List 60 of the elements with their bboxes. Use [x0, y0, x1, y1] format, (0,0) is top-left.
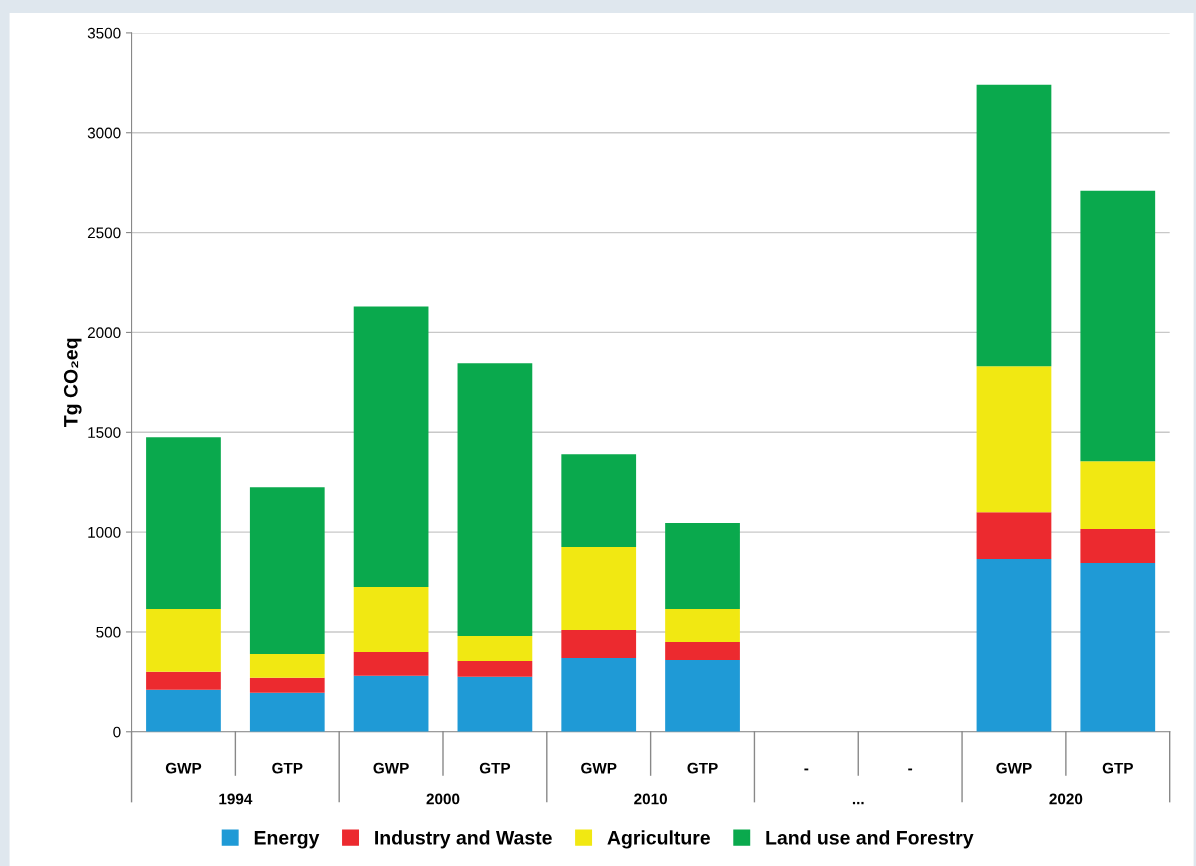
y-tick-label: 1000 — [88, 526, 121, 538]
text: ... — [852, 801, 864, 805]
bar — [665, 523, 740, 609]
bar — [146, 689, 221, 732]
bar — [1080, 529, 1156, 564]
x-tick-label: GWP — [373, 762, 409, 774]
legend-label: Land use and Forestry — [766, 830, 974, 849]
bar — [1080, 563, 1156, 732]
bar — [976, 84, 1052, 367]
bar — [561, 454, 637, 548]
x-tick-label: - — [908, 768, 913, 771]
bar — [249, 487, 325, 654]
legend-label: Energy — [254, 831, 320, 849]
bar — [665, 659, 740, 732]
bar — [665, 641, 740, 660]
x-tick-label: GWP — [581, 762, 617, 774]
legend-label: Agriculture — [607, 830, 710, 849]
y-tick-label: 3000 — [87, 127, 121, 139]
bar — [561, 629, 637, 658]
bar — [353, 675, 429, 732]
y-tick-label: 2500 — [87, 227, 121, 239]
bar — [457, 363, 533, 636]
bar — [1080, 461, 1156, 530]
x-tick-label: GTP — [272, 762, 303, 774]
bar — [249, 677, 325, 693]
y-tick-label: 500 — [96, 626, 121, 638]
legend-label: Industry and Waste — [375, 830, 552, 849]
y-tick-label: 3500 — [87, 27, 121, 39]
y-tick-label: 0 — [113, 726, 121, 738]
bar — [353, 651, 429, 676]
x-tick-label: GWP — [165, 762, 202, 774]
bar — [561, 657, 637, 732]
bar — [976, 366, 1052, 513]
x-tick-label: GTP — [687, 762, 718, 774]
y-tick-label: 2000 — [87, 327, 121, 339]
bar — [457, 660, 533, 677]
bar — [1080, 190, 1156, 462]
text: 2020 — [1049, 793, 1083, 805]
text: 2010 — [634, 793, 667, 805]
bar — [146, 671, 221, 690]
x-tick-label: GWP — [996, 762, 1032, 774]
x-tick-label: - — [804, 768, 809, 771]
bar — [353, 587, 429, 652]
bar — [249, 692, 325, 732]
bar — [249, 653, 325, 678]
bar — [976, 512, 1052, 560]
bar — [146, 437, 221, 609]
bar — [457, 635, 533, 661]
text: 1994 — [219, 793, 253, 805]
text: 2000 — [426, 793, 460, 805]
x-tick-label: GTP — [1102, 762, 1133, 774]
bar — [976, 559, 1052, 732]
y-axis-title: Tg CO₂eq — [63, 338, 82, 427]
bar — [353, 306, 429, 588]
bar — [665, 608, 740, 642]
bar — [561, 547, 637, 630]
y-tick-label: 1500 — [88, 427, 121, 438]
bar — [146, 608, 221, 672]
bar — [457, 676, 533, 732]
x-tick-label: GTP — [479, 762, 511, 774]
